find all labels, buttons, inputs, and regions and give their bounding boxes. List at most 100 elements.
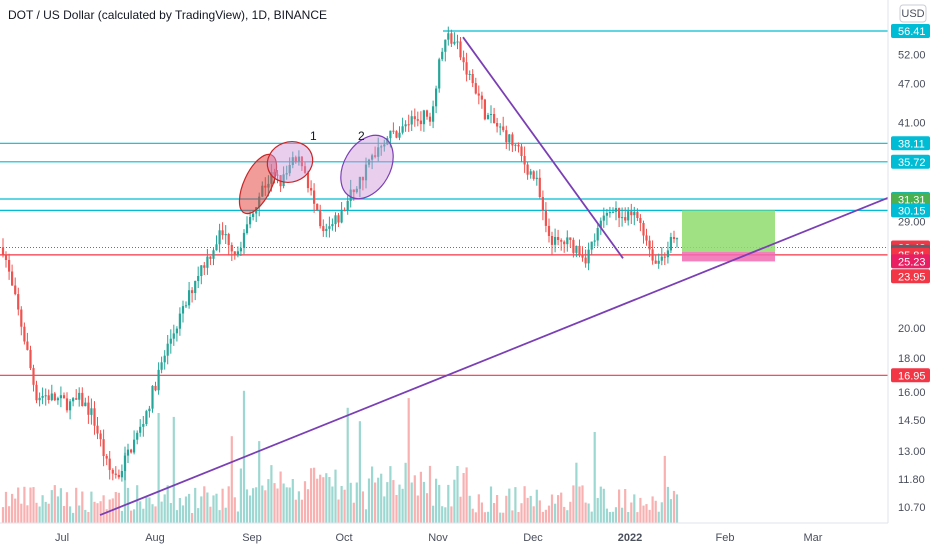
volume-bar [99, 501, 102, 523]
candle-body [242, 232, 246, 248]
candle-body [401, 126, 404, 133]
candle-body [233, 251, 236, 255]
volume-bar [26, 505, 29, 523]
candle-body [303, 166, 307, 173]
candle-body [8, 260, 11, 272]
volume-bar [334, 469, 337, 523]
price-axis[interactable]: 52.00 47.00 41.00 29.00 20.00 18.00 16.00 14.50… [889, 0, 932, 523]
volume-bar [544, 509, 547, 523]
candle-body [178, 313, 181, 329]
annotation-label-2[interactable]: 2 [358, 129, 365, 143]
position-stop-zone[interactable] [682, 251, 775, 262]
candle-body [38, 397, 41, 401]
candle-body [32, 368, 35, 385]
price-tick-label: 11.80 [898, 474, 925, 486]
volume-bar [154, 506, 157, 523]
candle-body [560, 240, 563, 242]
candle-body [181, 306, 185, 314]
volume-bar [499, 512, 502, 523]
annotation-label-1[interactable]: 1 [310, 129, 317, 143]
volume-bar [554, 503, 557, 523]
long-position-tool[interactable] [682, 210, 775, 262]
volume-bar [343, 489, 346, 523]
volume-bar [65, 492, 69, 523]
candle-body [599, 220, 602, 228]
volume-bar [44, 501, 47, 523]
candle-body [593, 240, 596, 242]
candle-body [322, 226, 325, 231]
volume-bar [142, 508, 145, 523]
volume-bar [602, 488, 605, 523]
candle-body [44, 395, 47, 397]
volume-bar [383, 496, 386, 523]
volume-bar [139, 501, 142, 523]
volume-bar [221, 488, 224, 523]
volume-bar [78, 505, 81, 523]
price-tag: 30.15 [891, 203, 930, 218]
time-tick-label: 2022 [618, 532, 642, 544]
candle-body [618, 208, 621, 218]
volume-bar [38, 506, 41, 523]
price-tick-label: 13.00 [898, 446, 926, 458]
time-tick-label: Mar [804, 532, 823, 544]
volume-bar [35, 502, 38, 523]
candle-body [489, 114, 493, 115]
volume-bar [1, 507, 5, 523]
volume-bar [120, 510, 123, 523]
candle-body [236, 251, 239, 255]
volume-bar [258, 441, 261, 523]
candle-body [633, 211, 636, 216]
volume-bar [477, 494, 480, 523]
volume-bar [87, 512, 90, 523]
volume-bar [215, 493, 218, 523]
volume-bar [422, 481, 425, 523]
candle-body [563, 241, 566, 245]
currency-button[interactable]: USD [899, 4, 927, 23]
volume-bar [654, 500, 657, 523]
candle-body [285, 173, 288, 175]
descending-trendline[interactable] [462, 36, 624, 259]
volume-bar [389, 466, 392, 523]
volume-bar [126, 487, 130, 523]
volume-bar [285, 487, 288, 523]
volume-bar [566, 510, 569, 523]
candle-body [114, 473, 117, 475]
volume-bar [273, 483, 276, 523]
candle-body [517, 144, 520, 147]
volume-bar [596, 498, 599, 523]
volume-bar [404, 462, 407, 523]
candle-body [523, 156, 526, 165]
volume-bar [529, 495, 532, 523]
volume-bar [325, 473, 328, 523]
volume-bar [624, 489, 627, 523]
volume-bar [41, 495, 44, 523]
ascending-trendline[interactable] [99, 196, 889, 516]
volume-bar [291, 479, 294, 523]
volume-bar [252, 488, 255, 523]
volume-bar [413, 475, 416, 523]
time-tick-label: Oct [335, 532, 352, 544]
volume-bar [511, 510, 514, 523]
candle-body [374, 155, 377, 157]
price-tag: 25.23 [891, 254, 930, 269]
candle-body [157, 369, 160, 391]
volume-bar [648, 509, 651, 523]
volume-bar [480, 502, 483, 523]
volume-bar [377, 477, 380, 523]
pattern-ellipse-red[interactable] [232, 135, 319, 219]
pattern-ellipse-purple[interactable] [330, 126, 404, 208]
time-axis[interactable]: Jul Aug Sep Oct Nov Dec 2022 Feb Mar [55, 532, 823, 544]
volume-bar [526, 497, 529, 523]
position-profit-zone[interactable] [682, 210, 775, 252]
volume-bar [17, 487, 20, 523]
candle-body [282, 174, 285, 187]
volume-bar [569, 501, 572, 523]
candle-body [59, 395, 62, 399]
candle-body [197, 276, 200, 281]
candle-body [566, 237, 569, 245]
volume-bar [657, 511, 660, 523]
candle-body [480, 95, 483, 100]
candle-body [428, 116, 432, 122]
